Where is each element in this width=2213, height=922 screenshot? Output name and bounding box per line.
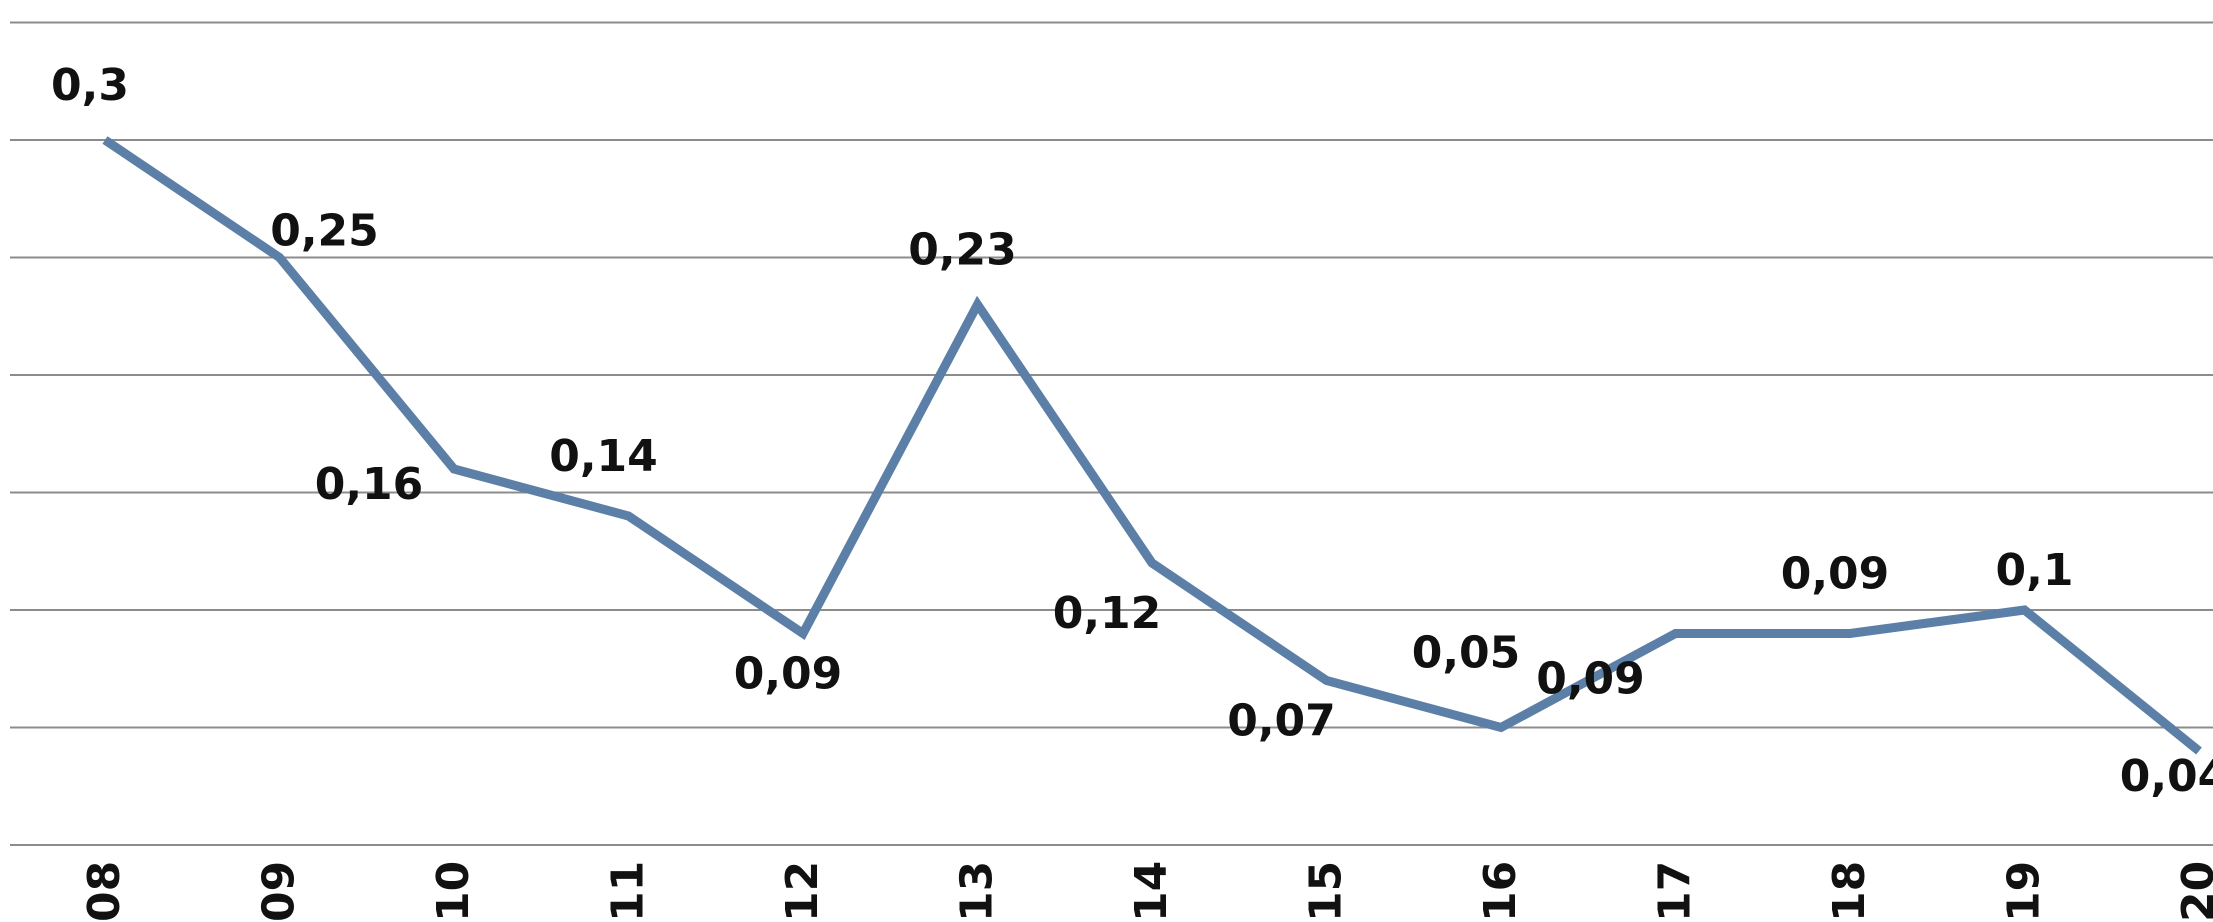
data-label: 0,09 xyxy=(1536,654,1645,705)
x-tick-label: 19 xyxy=(1999,861,2050,922)
data-labels: 0,3 0,25 0,16 0,14 0,09 0,23 0,12 0,07 0,05 0,09 0… xyxy=(51,60,2213,802)
x-axis-ticks: 08 09 10 11 12 13 14 15 16 17 18 19 20 xyxy=(79,861,2213,922)
x-tick-label: 09 xyxy=(254,861,305,922)
data-label: 0,16 xyxy=(315,459,424,510)
data-label: 0,07 xyxy=(1227,696,1336,747)
data-label: 0,04 xyxy=(2120,751,2213,802)
data-label: 0,05 xyxy=(1412,628,1521,679)
x-tick-label: 15 xyxy=(1301,861,1352,922)
x-tick-label: 20 xyxy=(2173,861,2213,922)
series-line xyxy=(102,136,2202,755)
data-label: 0,25 xyxy=(270,206,379,257)
x-tick-label: 18 xyxy=(1824,861,1875,922)
data-label: 0,3 xyxy=(51,60,129,111)
gridlines xyxy=(10,21,2213,846)
data-label: 0,14 xyxy=(549,431,658,482)
data-label: 0,23 xyxy=(908,225,1017,276)
x-tick-label: 16 xyxy=(1475,861,1526,922)
data-label: 0,12 xyxy=(1053,588,1162,639)
x-tick-label: 17 xyxy=(1650,861,1701,922)
data-label: 0,1 xyxy=(1996,545,2074,596)
x-tick-label: 11 xyxy=(603,861,654,922)
x-tick-label: 14 xyxy=(1126,861,1177,922)
data-label: 0,09 xyxy=(734,649,843,700)
x-tick-label: 13 xyxy=(952,861,1003,922)
data-label: 0,09 xyxy=(1781,549,1890,600)
x-tick-label: 12 xyxy=(777,861,828,922)
x-tick-label: 10 xyxy=(428,861,479,922)
series-layer xyxy=(102,136,2202,755)
x-tick-label: 08 xyxy=(79,861,130,922)
